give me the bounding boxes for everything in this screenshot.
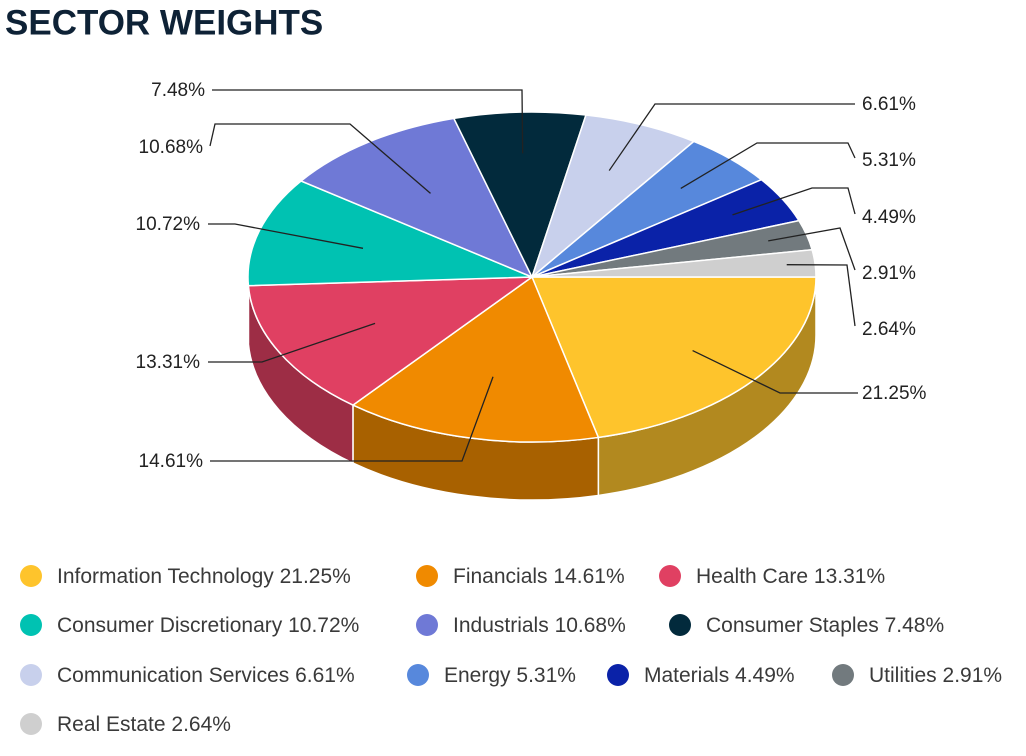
legend-name: Financials — [453, 565, 548, 588]
legend-label: Information Technology 21.25% — [57, 565, 351, 588]
data-label: 6.61% — [862, 94, 916, 115]
legend-marker — [20, 614, 42, 636]
legend-value: 2.91% — [943, 664, 1003, 687]
legend-marker — [416, 614, 438, 636]
legend-name: Real Estate — [57, 713, 166, 736]
legend-label: Industrials 10.68% — [453, 614, 626, 637]
data-label: 2.91% — [862, 263, 916, 284]
legend-name: Industrials — [453, 614, 549, 637]
legend-label: Financials 14.61% — [453, 565, 625, 588]
legend-name: Consumer Discretionary — [57, 614, 283, 637]
legend-marker — [20, 713, 42, 735]
legend-label: Consumer Staples 7.48% — [706, 614, 944, 637]
legend-label: Consumer Discretionary 10.72% — [57, 614, 359, 637]
legend-marker — [407, 664, 429, 686]
legend-label: Health Care 13.31% — [696, 565, 885, 588]
legend-name: Utilities — [869, 664, 937, 687]
legend-marker — [659, 565, 681, 587]
data-label: 14.61% — [139, 451, 204, 472]
data-label: 13.31% — [136, 352, 201, 373]
legend-value: 21.25% — [280, 565, 351, 588]
data-label: 10.68% — [139, 137, 204, 158]
legend-value: 2.64% — [171, 713, 231, 736]
chart-title: SECTOR WEIGHTS — [5, 3, 323, 42]
legend-value: 10.68% — [555, 614, 626, 637]
legend-marker — [669, 614, 691, 636]
legend-value: 7.48% — [885, 614, 945, 637]
legend-marker — [832, 664, 854, 686]
data-label: 7.48% — [151, 80, 205, 101]
legend-name: Materials — [644, 664, 729, 687]
data-label: 4.49% — [862, 207, 916, 228]
legend-name: Health Care — [696, 565, 808, 588]
legend-value: 13.31% — [814, 565, 885, 588]
data-label: 2.64% — [862, 319, 916, 340]
legend-label: Materials 4.49% — [644, 664, 795, 687]
legend-marker — [607, 664, 629, 686]
legend-name: Energy — [444, 664, 511, 687]
legend-name: Information Technology — [57, 565, 274, 588]
legend-marker — [20, 664, 42, 686]
legend-label: Utilities 2.91% — [869, 664, 1002, 687]
legend-name: Consumer Staples — [706, 614, 879, 637]
legend-label: Real Estate 2.64% — [57, 713, 231, 736]
legend-marker — [20, 565, 42, 587]
legend-value: 6.61% — [295, 664, 355, 687]
legend-marker — [416, 565, 438, 587]
legend-label: Energy 5.31% — [444, 664, 576, 687]
data-label: 5.31% — [862, 150, 916, 171]
data-label: 10.72% — [136, 214, 201, 235]
legend-value: 14.61% — [553, 565, 624, 588]
legend-value: 4.49% — [735, 664, 795, 687]
legend-value: 5.31% — [516, 664, 576, 687]
data-label: 21.25% — [862, 383, 927, 404]
legend-label: Communication Services 6.61% — [57, 664, 355, 687]
legend-name: Communication Services — [57, 664, 289, 687]
legend-value: 10.72% — [288, 614, 359, 637]
